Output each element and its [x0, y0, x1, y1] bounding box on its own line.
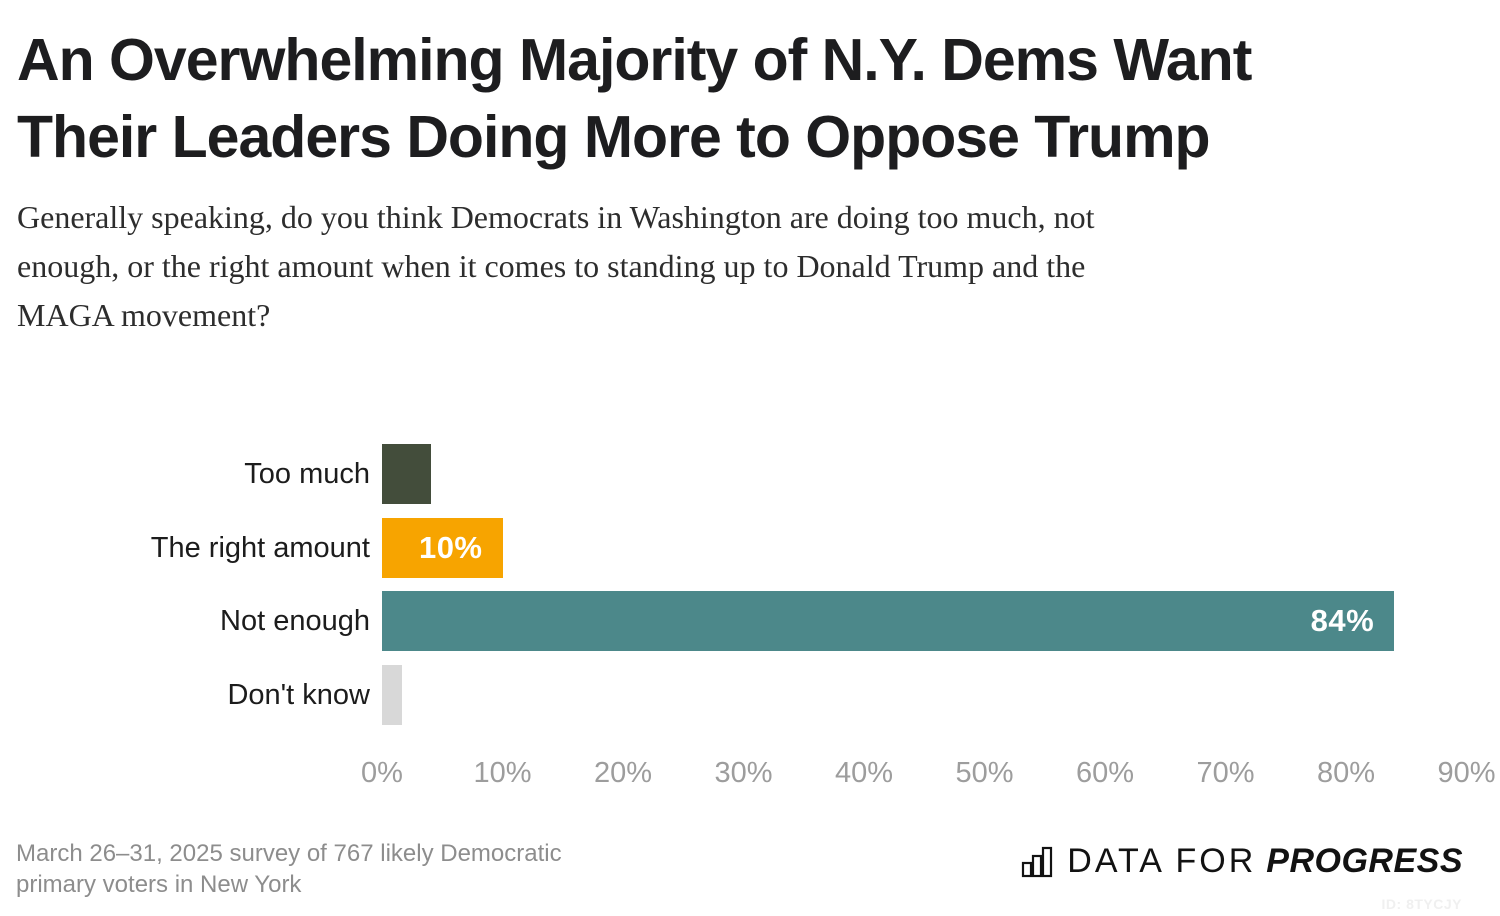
page-title: An Overwhelming Majority of N.Y. Dems Wa… [17, 22, 1437, 176]
x-axis-tick-label: 80% [1316, 757, 1376, 789]
x-axis-tick-label: 30% [714, 757, 773, 789]
bar [382, 444, 432, 504]
page-title-line-2: Their Leaders Doing More to Oppose Trump [17, 104, 1211, 170]
x-axis-tick-label: 40% [834, 757, 894, 789]
category-label: Too much [244, 457, 370, 490]
bar [382, 665, 402, 725]
survey-question-line-2: enough, or the right amount when it come… [17, 248, 1086, 284]
x-axis-tick-label: 60% [1075, 757, 1135, 789]
survey-question-line-1: Generally speaking, do you think Democra… [17, 199, 1095, 235]
source-note-line-1: March 26–31, 2025 survey of 767 likely D… [16, 840, 562, 867]
data-for-progress-logo: DATA FOR PROGRESS [1021, 841, 1463, 880]
x-axis-tick-label: 50% [955, 757, 1014, 789]
category-label: The right amount [150, 531, 370, 564]
bar: 10% [382, 518, 503, 578]
bar-value-label: 10% [418, 530, 483, 565]
logo-text-progress: PROGRESS [1266, 841, 1463, 880]
survey-question-line-3: MAGA movement? [17, 297, 271, 333]
page-title-line-1: An Overwhelming Majority of N.Y. Dems Wa… [17, 27, 1252, 93]
category-label: Don't know [227, 678, 370, 711]
x-axis-tick-label: 20% [593, 757, 653, 789]
x-axis-tick-label: 70% [1196, 757, 1255, 789]
source-note-line-2: primary voters in New York [16, 871, 302, 898]
x-axis-tick-label: 0% [361, 757, 403, 789]
category-label: Not enough [220, 604, 370, 637]
chart-id-code: ID: 8TYCJY [1381, 896, 1462, 912]
bar-value-label: 84% [1310, 603, 1375, 638]
x-axis-tick-label: 90% [1437, 757, 1496, 789]
x-axis-tick-label: 10% [473, 757, 532, 789]
bar-chart-icon [1022, 846, 1053, 877]
logo-text-data-for: DATA FOR [1067, 841, 1257, 880]
source-note: March 26–31, 2025 survey of 767 likely D… [16, 838, 562, 900]
survey-question: Generally speaking, do you think Democra… [17, 193, 1447, 340]
bar: 84% [382, 591, 1395, 651]
